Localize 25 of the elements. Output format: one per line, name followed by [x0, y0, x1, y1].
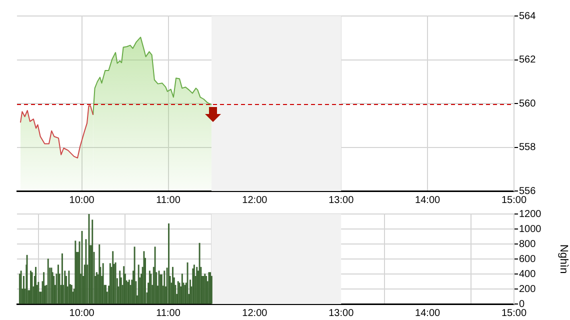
x-tick-label: 13:00 — [328, 194, 354, 206]
y-tick-label: 560 — [519, 98, 536, 110]
x-tick-label: 12:00 — [242, 308, 268, 319]
x-tick-label: 12:00 — [242, 194, 268, 206]
x-tick-label: 10:00 — [69, 308, 95, 319]
y-tick-label: 400 — [519, 268, 536, 280]
x-tick-label: 10:00 — [69, 194, 95, 206]
y-tick-label: 600 — [519, 254, 536, 265]
y-tick-label: 564 — [519, 10, 536, 22]
x-tick-label: 11:00 — [156, 194, 181, 206]
y-tick-label: 562 — [519, 54, 536, 66]
x-tick-label: 14:00 — [415, 308, 441, 319]
x-tick-label: 14:00 — [415, 194, 441, 206]
y-tick-label: 1200 — [519, 208, 542, 220]
x-tick-label: 11:00 — [156, 308, 181, 319]
y-tick-label: 200 — [519, 284, 536, 295]
y-axis-title: Nghìn — [557, 244, 570, 274]
y-tick-label: 800 — [519, 238, 536, 250]
x-tick-label: 13:00 — [328, 308, 354, 319]
x-tick-label: 15:00 — [501, 194, 527, 206]
y-tick-label: 558 — [519, 142, 536, 153]
y-tick-label: 0 — [519, 298, 525, 310]
y-tick-label: 1000 — [519, 224, 542, 235]
y-tick-label: 556 — [519, 186, 536, 197]
x-tick-label: 15:00 — [501, 308, 527, 319]
